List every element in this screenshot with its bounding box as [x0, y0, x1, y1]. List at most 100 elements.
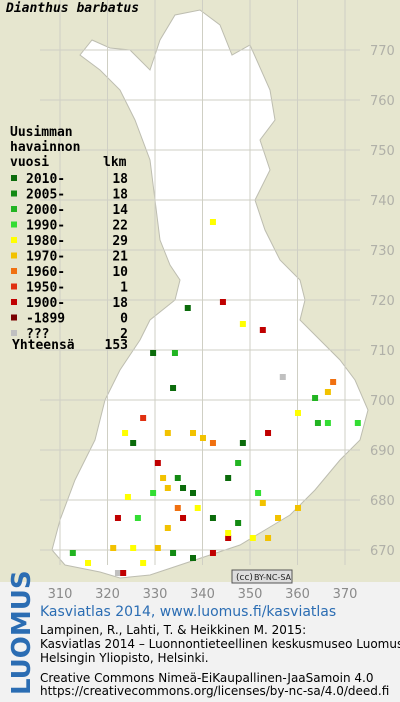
- legend-count: 18: [112, 172, 128, 187]
- occurrence-square: [170, 550, 177, 556]
- legend-label: 1900-: [26, 296, 65, 311]
- legend-label: -1899: [26, 312, 65, 327]
- occurrence-square: [259, 500, 266, 506]
- occurrence-square: [130, 440, 137, 446]
- legend-total: 153: [105, 338, 128, 353]
- occurrence-square: [314, 420, 321, 426]
- x-tick-label: 310: [48, 587, 73, 602]
- legend-swatch: [11, 283, 17, 290]
- occurrence-square: [85, 560, 92, 566]
- occurrence-square: [180, 515, 187, 521]
- legend-total-label: Yhteensä: [12, 338, 75, 353]
- occurrence-square: [154, 545, 161, 551]
- legend-count: 18: [112, 188, 128, 203]
- legend-swatch: [11, 175, 17, 181]
- x-tick-label: 360: [285, 587, 310, 602]
- footer-citation: Lampinen, R., Lahti, T. & Heikkinen M. 2…: [40, 623, 306, 637]
- occurrence-square: [354, 420, 361, 426]
- legend-header: havainnon: [10, 140, 80, 155]
- legend-count: 2: [120, 327, 128, 342]
- occurrence-square: [164, 485, 171, 491]
- y-tick-label: 690: [370, 444, 395, 459]
- footer-license: https://creativecommons.org/licenses/by-…: [40, 684, 389, 698]
- occurrence-square: [140, 415, 147, 421]
- occurrence-square: [209, 219, 216, 225]
- legend-label: 1960-: [26, 265, 65, 280]
- legend-label: 1970-: [26, 250, 65, 265]
- occurrence-square: [114, 570, 121, 576]
- y-tick-label: 740: [370, 194, 395, 209]
- legend-label: ???: [26, 327, 49, 342]
- legend-count-header: lkm: [103, 155, 127, 170]
- y-tick-label: 670: [370, 544, 395, 559]
- occurrence-square: [170, 385, 177, 391]
- legend-swatch: [11, 190, 17, 197]
- occurrence-square: [130, 545, 137, 551]
- footer-license: Creative Commons Nimeä-EiKaupallinen-Jaa…: [40, 671, 374, 685]
- occurrence-square: [259, 327, 266, 333]
- legend-count: 1: [120, 281, 128, 296]
- x-tick-label: 340: [190, 587, 215, 602]
- legend-swatch: [11, 314, 17, 321]
- footer-citation: Helsingin Yliopisto, Helsinki.: [40, 651, 209, 665]
- y-tick-label: 700: [370, 394, 395, 409]
- y-tick-label: 770: [370, 44, 395, 59]
- legend-label: 1990-: [26, 219, 65, 234]
- legend-header: Uusimman: [10, 125, 73, 140]
- occurrence-square: [114, 515, 121, 521]
- occurrence-square: [110, 545, 117, 551]
- logo: LUOMUS: [7, 570, 37, 695]
- legend-label: 2005-: [26, 188, 65, 203]
- legend-swatch: [11, 206, 17, 212]
- legend-label: 2000-: [26, 203, 65, 218]
- occurrence-square: [225, 535, 232, 541]
- footer-heading: Kasviatlas 2014, www.luomus.fi/kasviatla…: [40, 604, 336, 620]
- occurrence-square: [209, 550, 216, 556]
- legend-label: 1980-: [26, 234, 65, 249]
- occurrence-square: [239, 321, 246, 327]
- occurrence-square: [279, 374, 286, 380]
- legend-count: 22: [112, 219, 128, 234]
- occurrence-square: [255, 490, 262, 496]
- x-tick-label: 350: [238, 587, 263, 602]
- occurrence-square: [294, 410, 301, 416]
- occurrence-square: [324, 420, 331, 426]
- legend-label: 1950-: [26, 281, 65, 296]
- occurrence-square: [160, 475, 167, 481]
- x-tick-label: 320: [95, 587, 120, 602]
- occurrence-square: [174, 475, 181, 481]
- cc-icon: (cc): [236, 573, 253, 583]
- occurrence-square: [312, 395, 319, 401]
- occurrence-square: [154, 460, 161, 466]
- occurrence-square: [184, 305, 191, 311]
- y-tick-label: 750: [370, 144, 395, 159]
- occurrence-square: [120, 570, 127, 576]
- occurrence-square: [235, 520, 242, 526]
- legend-label: 2010-: [26, 172, 65, 187]
- occurrence-square: [69, 550, 76, 556]
- legend-swatch: [11, 330, 17, 336]
- occurrence-square: [249, 535, 256, 541]
- occurrence-square: [164, 430, 171, 436]
- occurrence-square: [199, 435, 206, 441]
- occurrence-square: [164, 525, 171, 531]
- y-tick-label: 720: [370, 294, 395, 309]
- legend-swatch: [11, 221, 17, 228]
- legend-swatch: [11, 252, 17, 259]
- occurrence-square: [190, 430, 196, 436]
- occurrence-square: [194, 505, 201, 511]
- y-tick-label: 760: [370, 94, 395, 109]
- occurrence-square: [324, 389, 331, 395]
- occurrence-square: [225, 475, 232, 481]
- cc-badge-box: [231, 569, 293, 584]
- occurrence-square: [140, 560, 147, 566]
- legend-count: 21: [112, 250, 128, 265]
- occurrence-square: [330, 379, 337, 385]
- occurrence-square: [225, 530, 232, 536]
- occurrence-square: [209, 515, 216, 521]
- legend-swatch: [11, 299, 17, 305]
- occurrence-square: [124, 494, 131, 500]
- occurrence-square: [171, 350, 178, 356]
- occurrence-square: [174, 505, 181, 511]
- legend-count: 14: [112, 203, 128, 218]
